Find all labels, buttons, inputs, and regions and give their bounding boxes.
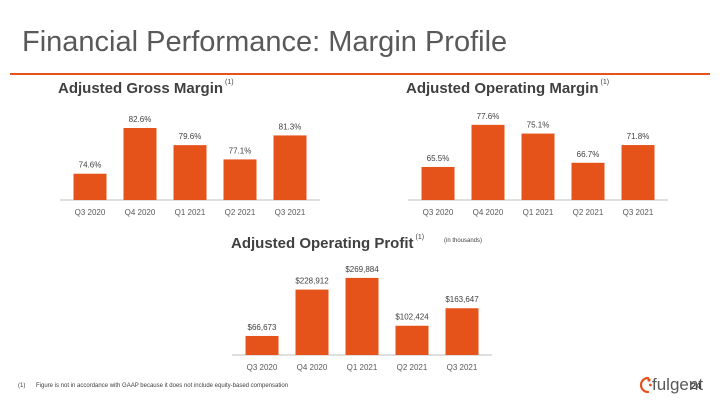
fulgent-logo: fulgent: [638, 374, 706, 398]
chart-title-operating-profit-text: Adjusted Operating Profit: [231, 235, 414, 252]
operating-margin-data-label: 75.1%: [527, 121, 550, 130]
gross-margin-tick-label: Q3 2021: [275, 208, 306, 217]
fulgent-logo-icon: [639, 376, 652, 394]
operating-profit-data-label: $102,424: [395, 313, 429, 322]
operating-profit-data-label: $163,647: [445, 295, 479, 304]
footnote-marker: (1): [18, 383, 26, 389]
operating-margin-bar: [571, 162, 605, 200]
footnote: (1) Figure is not in accordance with GAAP…: [18, 383, 288, 389]
operating-profit-data-label: $66,673: [248, 323, 277, 332]
operating-margin-data-label: 77.6%: [477, 112, 500, 121]
operating-margin-tick-label: Q1 2021: [523, 208, 554, 217]
title-divider: [10, 73, 710, 75]
gross-margin-data-label: 77.1%: [229, 146, 252, 155]
page-number: 24: [691, 381, 702, 391]
chart-title-gross-margin: Adjusted Gross Margin (1): [58, 79, 234, 97]
chart-title-operating-profit-footnote-ref: (1): [415, 234, 425, 241]
fulgent-logo-text: fulgent: [652, 375, 704, 394]
operating-margin-tick-label: Q3 2020: [423, 208, 454, 217]
page-title: Financial Performance: Margin Profile: [22, 26, 508, 58]
gross-margin-data-label: 82.6%: [129, 115, 152, 124]
chart-title-operating-profit: Adjusted Operating Profit (1): [231, 234, 425, 252]
operating-margin-bar: [471, 124, 505, 200]
gross-margin-tick-label: Q3 2020: [75, 208, 106, 217]
operating-margin-tick-label: Q2 2021: [573, 208, 604, 217]
gross-margin-chart: 74.6% Q3 2020 82.6% Q4 2020 79.6% Q1 2021 77.1…: [60, 115, 320, 217]
chart-title-gross-margin-text: Adjusted Gross Margin: [58, 80, 224, 97]
operating-profit-chart: $66,673 Q3 2020 $228,912 Q4 2020 $269,884 Q1 …: [232, 265, 492, 372]
chart-title-operating-margin-text: Adjusted Operating Margin: [406, 80, 599, 97]
operating-profit-data-label: $228,912: [295, 277, 329, 286]
chart-title-operating-margin: Adjusted Operating Margin (1): [406, 79, 610, 97]
gross-margin-bar: [123, 128, 157, 200]
chart-title-operating-margin-footnote-ref: (1): [600, 79, 610, 86]
gross-margin-tick-label: Q4 2020: [125, 208, 156, 217]
chart-title-gross-margin-footnote-ref: (1): [225, 79, 234, 86]
operating-profit-tick-label: Q2 2021: [397, 363, 428, 372]
operating-profit-tick-label: Q3 2021: [447, 363, 478, 372]
operating-margin-data-label: 66.7%: [577, 150, 600, 159]
gross-margin-bar: [223, 159, 257, 200]
operating-profit-bar: [345, 277, 379, 355]
gross-margin-data-label: 81.3%: [279, 122, 302, 131]
operating-profit-bar: [445, 308, 479, 355]
gross-margin-bar: [273, 135, 307, 200]
gross-margin-tick-label: Q2 2021: [225, 208, 256, 217]
operating-margin-tick-label: Q3 2021: [623, 208, 654, 217]
operating-margin-chart: 65.5% Q3 2020 77.6% Q4 2020 75.1% Q1 2021 66.7…: [408, 112, 668, 217]
operating-margin-bar: [621, 145, 655, 200]
footnote-text: Figure is not in accordance with GAAP be…: [36, 383, 289, 389]
operating-profit-tick-label: Q1 2021: [347, 363, 378, 372]
gross-margin-data-label: 74.6%: [79, 161, 102, 170]
operating-profit-bar: [245, 335, 279, 355]
operating-profit-bar: [395, 325, 429, 355]
operating-profit-bar: [295, 289, 329, 355]
gross-margin-data-label: 79.6%: [179, 132, 202, 141]
operating-margin-data-label: 71.8%: [627, 132, 650, 141]
operating-margin-data-label: 65.5%: [427, 154, 450, 163]
gross-margin-bar: [173, 145, 207, 200]
units-note: (in thousands): [444, 238, 483, 244]
operating-profit-data-label: $269,884: [345, 265, 379, 274]
operating-margin-tick-label: Q4 2020: [473, 208, 504, 217]
gross-margin-tick-label: Q1 2021: [175, 208, 206, 217]
gross-margin-bar: [73, 173, 107, 200]
operating-margin-bar: [521, 133, 555, 200]
operating-profit-tick-label: Q4 2020: [297, 363, 328, 372]
operating-margin-bar: [421, 166, 455, 200]
operating-profit-tick-label: Q3 2020: [247, 363, 278, 372]
